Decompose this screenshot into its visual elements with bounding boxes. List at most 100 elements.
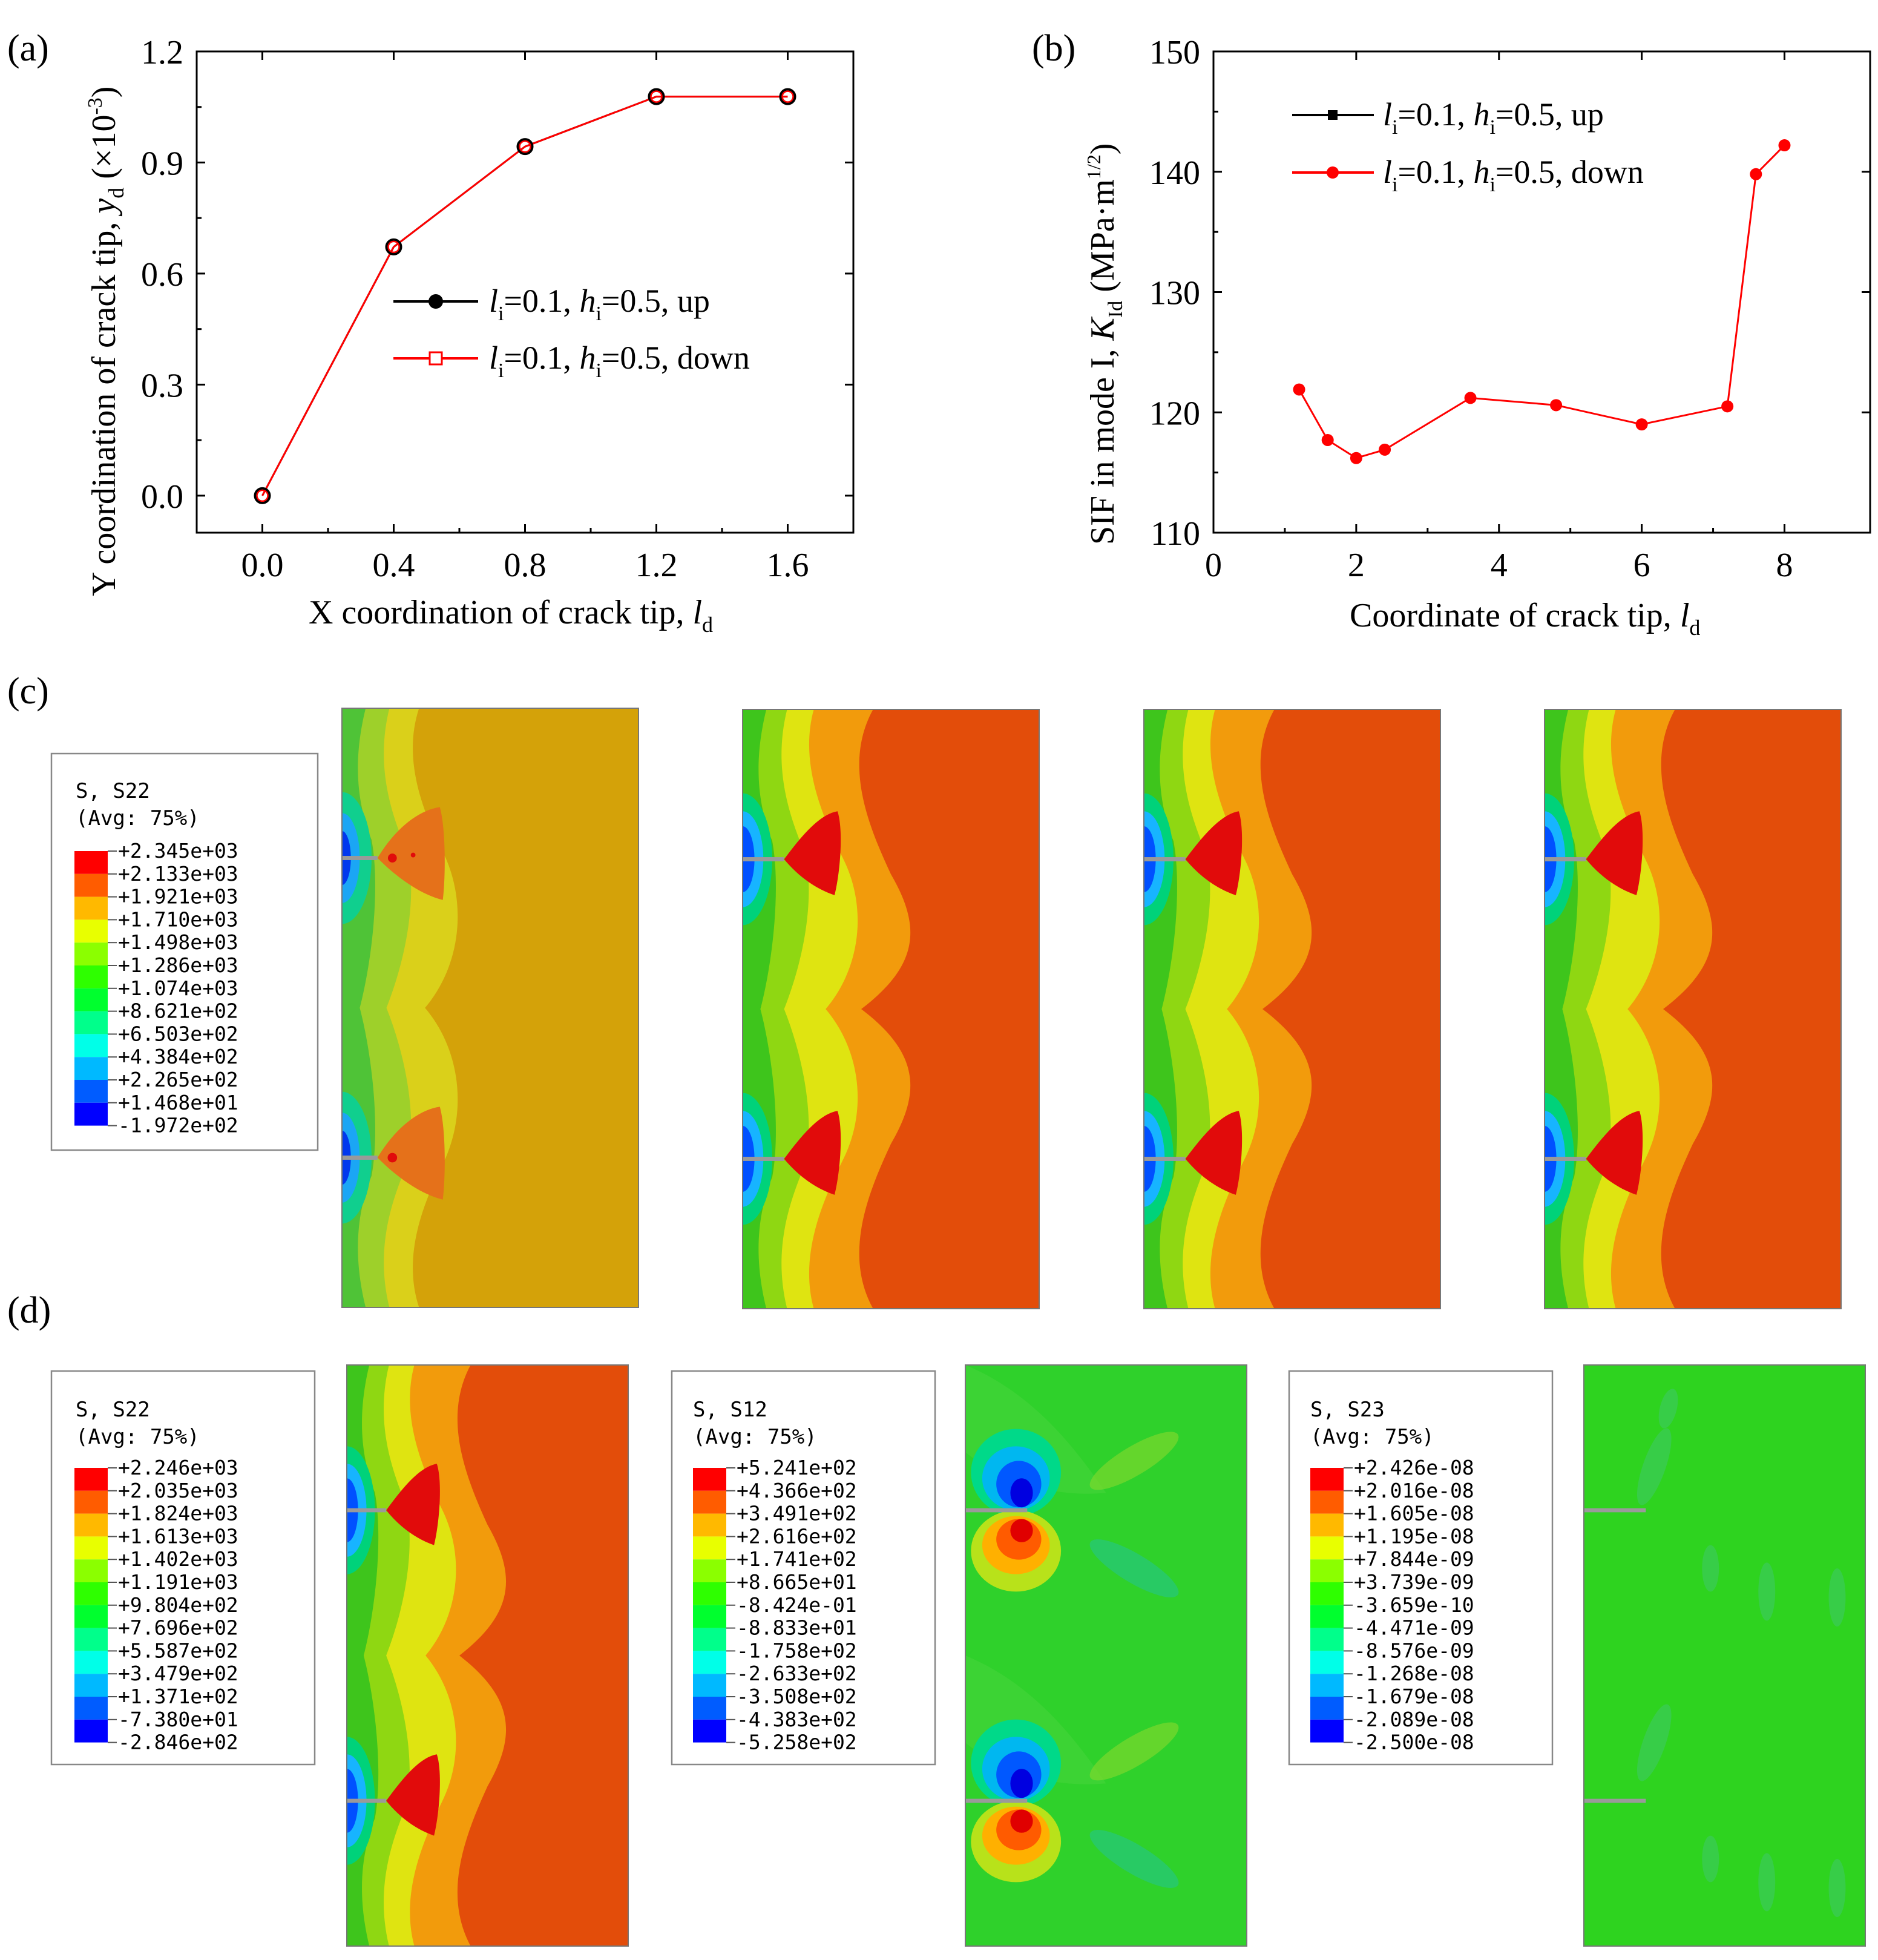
legend-marker-b-up — [1328, 110, 1338, 120]
panel-label-b: (b) — [1032, 28, 1075, 69]
colorbar-label-d_s23-6: -3.659e-10 — [1354, 1593, 1474, 1617]
y-tick-label-a-0: 0.0 — [141, 478, 183, 516]
colorbar-label-d_s12-9: -2.633e+02 — [737, 1662, 857, 1685]
legend-a: li=0.1, hi=0.5, up li=0.1, hi=0.5, down — [393, 283, 750, 382]
colorbar-swatch-d_s22-6 — [74, 1605, 108, 1628]
y-tick-label-a-2: 0.6 — [141, 256, 183, 294]
colorbar-label-d_s12-5: +8.665e+01 — [737, 1570, 857, 1594]
data-point-b-down-8 — [1750, 168, 1762, 180]
ticks-a: 0.0 0.4 0.8 1.2 1.6 0.0 0.3 0.6 0.9 1.2 — [141, 34, 853, 584]
legend-label-b-up: li=0.1, hi=0.5, up — [1383, 96, 1604, 139]
colorbar-label-d_s23-8: -8.576e-09 — [1354, 1639, 1474, 1662]
colorbar-label-d_s23-1: +2.016e-08 — [1354, 1479, 1474, 1502]
colorbar-swatch-d_s12-7 — [693, 1628, 726, 1651]
colorbar-label-d_s23-3: +1.195e-08 — [1354, 1524, 1474, 1548]
colorbar-swatch-c_s22-1 — [74, 873, 108, 897]
colorbar-d-s23: +2.426e-08+2.016e-08+1.605e-08+1.195e-08… — [1310, 1456, 1474, 1754]
y-axis-label-b: SIF in mode I, KId (MPa·m1/2) — [1083, 143, 1127, 545]
colorbar-label-d_s12-2: +3.491e+02 — [737, 1502, 857, 1525]
data-point-a-up-0 — [254, 487, 271, 504]
colorbar-label-d_s12-11: -4.383e+02 — [737, 1708, 857, 1731]
colorbar-swatch-d_s23-0 — [1310, 1468, 1344, 1491]
colorbar-swatch-d_s23-1 — [1310, 1490, 1344, 1514]
x-tick-label-b-0: 0 — [1205, 547, 1222, 584]
colorbar-swatch-d_s23-6 — [1310, 1605, 1344, 1628]
colorbar-swatch-d_s23-8 — [1310, 1651, 1344, 1674]
colorbar-label-d_s23-2: +1.605e-08 — [1354, 1502, 1474, 1525]
colorbar-swatch-c_s22-11 — [74, 1102, 108, 1126]
colorbar-swatch-d_s12-6 — [693, 1605, 726, 1628]
data-point-b-down-4 — [1464, 392, 1477, 404]
colorbar-label-d_s22-10: +1.371e+02 — [118, 1685, 238, 1708]
colorbar-label-c_s22-10: +2.265e+02 — [118, 1068, 238, 1091]
colorbar-label-d_s22-5: +1.191e+03 — [118, 1570, 238, 1594]
colorbar-swatch-d_s22-3 — [74, 1536, 108, 1560]
colorbar-d-s12: +5.241e+02+4.366e+02+3.491e+02+2.616e+02… — [693, 1456, 857, 1754]
colorbar-label-d_s23-0: +2.426e-08 — [1354, 1456, 1474, 1479]
legend-b: li=0.1, hi=0.5, up li=0.1, hi=0.5, down — [1292, 96, 1644, 196]
data-point-a-down-2 — [519, 140, 531, 153]
legend-subtitle-d-s22: (Avg: 75%) — [76, 1425, 200, 1449]
colorbar-label-d_s22-6: +9.804e+02 — [118, 1593, 238, 1617]
colorbar-swatch-d_s12-2 — [693, 1513, 726, 1537]
colorbar-swatch-c_s22-4 — [74, 942, 108, 965]
colorbar-label-c_s22-2: +1.921e+03 — [118, 885, 238, 909]
x-tick-label-a-1: 0.4 — [373, 547, 415, 584]
colorbar-label-c_s22-5: +1.286e+03 — [118, 953, 238, 977]
colorbar-swatch-d_s22-7 — [74, 1628, 108, 1651]
contour-d-s23 — [1584, 1365, 1865, 1946]
data-point-a-up-1 — [385, 238, 402, 255]
colorbar-label-d_s22-11: -7.380e+01 — [118, 1708, 238, 1731]
colorbar-label-c_s22-8: +6.503e+02 — [118, 1022, 238, 1045]
colorbar-label-c_s22-0: +2.345e+03 — [118, 839, 238, 863]
legend-marker-a-down — [428, 351, 443, 366]
data-point-a-up-2 — [516, 138, 534, 156]
colorbar-swatch-d_s22-1 — [74, 1490, 108, 1514]
colorbar-label-d_s12-6: -8.424e-01 — [737, 1593, 857, 1617]
colorbar-label-c_s22-3: +1.710e+03 — [118, 907, 238, 931]
legend-box-d-s12: S, S12 (Avg: 75%) +5.241e+02+4.366e+02+3… — [671, 1370, 936, 1766]
colorbar-swatch-d_s23-2 — [1310, 1513, 1344, 1537]
y-tick-label-b-1: 120 — [1149, 395, 1200, 432]
contour-d-s12 — [965, 1365, 1247, 1946]
colorbar-label-d_s22-9: +3.479e+02 — [118, 1662, 238, 1685]
colorbar-swatch-d_s22-8 — [74, 1651, 108, 1674]
colorbar-swatch-c_s22-9 — [74, 1057, 108, 1080]
contour-d-s22 — [347, 1365, 628, 1946]
y-tick-label-a-4: 1.2 — [141, 34, 183, 71]
series-b — [1293, 139, 1791, 464]
y-tick-label-a-3: 0.9 — [141, 145, 183, 182]
data-point-b-down-3 — [1379, 443, 1391, 456]
x-tick-label-b-1: 2 — [1348, 547, 1365, 584]
legend-title-d-s23: S, S23 — [1310, 1398, 1385, 1422]
colorbar-label-d_s22-8: +5.587e+02 — [118, 1639, 238, 1662]
y-tick-label-b-0: 110 — [1151, 515, 1200, 553]
colorbar-label-d_s22-0: +2.246e+03 — [118, 1456, 238, 1479]
colorbar-swatch-d_s12-8 — [693, 1651, 726, 1674]
x-tick-label-b-2: 4 — [1491, 547, 1508, 584]
x-tick-label-a-4: 1.6 — [767, 547, 809, 584]
x-tick-label-a-0: 0.0 — [241, 547, 284, 584]
y-tick-label-b-2: 130 — [1149, 275, 1200, 312]
legend-marker-b-down — [1327, 166, 1339, 179]
legend-subtitle-d-s12: (Avg: 75%) — [693, 1425, 817, 1449]
data-point-a-down-3 — [650, 90, 663, 103]
colorbar-swatch-c_s22-8 — [74, 1034, 108, 1057]
colorbar-label-c_s22-1: +2.133e+03 — [118, 862, 238, 886]
x-tick-label-a-2: 0.8 — [504, 547, 547, 584]
colorbar-swatch-d_s12-11 — [693, 1719, 726, 1743]
series-a — [254, 88, 796, 504]
panel-b: (b) 0 2 4 6 8 110 120 130 140 150 Coordinate of c… — [1032, 28, 1871, 640]
legend-box-d-s23: S, S23 (Avg: 75%) +2.426e-08+2.016e-08+1… — [1288, 1370, 1554, 1766]
y-axis-label-a: Y coordination of crack tip, yd (×10-3) — [84, 87, 128, 596]
colorbar-label-d_s12-0: +5.241e+02 — [737, 1456, 857, 1479]
colorbar-label-d_s23-7: -4.471e-09 — [1354, 1616, 1474, 1640]
legend-label-a-down: li=0.1, hi=0.5, down — [489, 340, 750, 382]
legend-subtitle-c-s22: (Avg: 75%) — [76, 806, 200, 830]
panel-a: (a) 0.0 0.4 0.8 1.2 1.6 0.0 0.3 0.6 0.9 1.2 X coo… — [7, 28, 855, 637]
colorbar-label-d_s23-9: -1.268e-08 — [1354, 1662, 1474, 1685]
data-point-b-down-0 — [1293, 383, 1305, 396]
colorbar-swatch-c_s22-5 — [74, 965, 108, 988]
colorbar-label-d_s23-5: +3.739e-09 — [1354, 1570, 1474, 1594]
data-point-b-down-2 — [1350, 452, 1362, 464]
